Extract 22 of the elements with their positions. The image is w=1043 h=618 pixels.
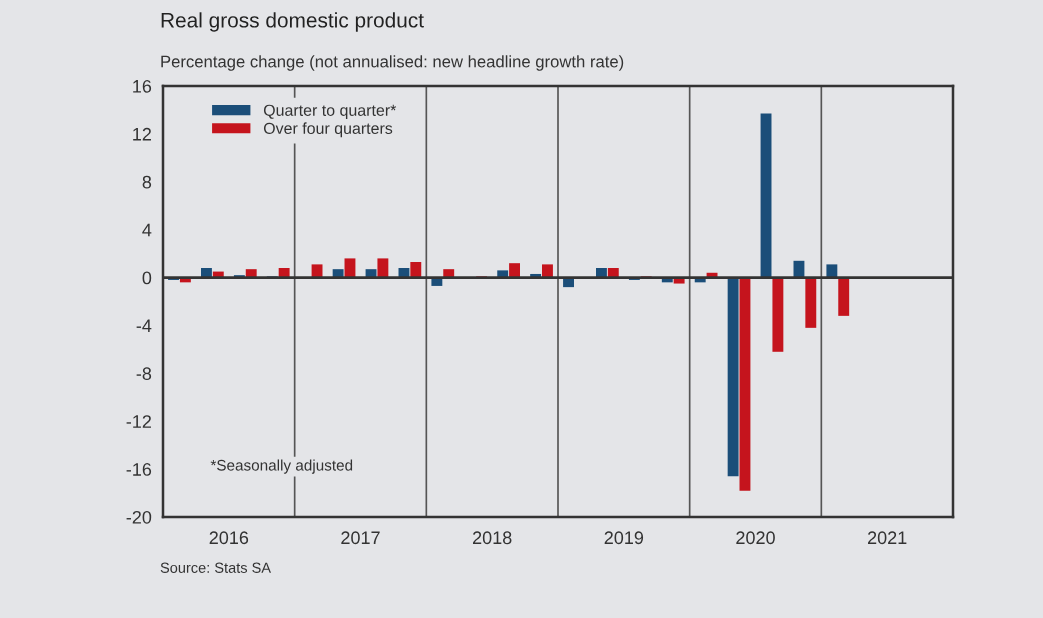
y-tick-label: -12 [126, 415, 151, 428]
legend-label: Quarter to quarter* [263, 104, 397, 120]
annotation: *Seasonally adjusted [210, 459, 353, 474]
legend-label: Over four quarters [263, 122, 393, 138]
source-note: Source: Stats SA [160, 562, 272, 573]
y-tick-label: 16 [133, 79, 152, 93]
y-tick-label: 8 [142, 175, 152, 189]
y-tick-label: 4 [142, 223, 152, 237]
y-tick-label: 12 [133, 127, 151, 141]
y-tick-label: -4 [136, 319, 152, 332]
y-tick-label: 0 [142, 271, 152, 285]
y-tick-label: -20 [126, 510, 152, 524]
x-tick-label: 2016 [209, 531, 249, 545]
chart-title: Real gross domestic product [161, 12, 424, 32]
x-tick-label: 2020 [736, 531, 775, 545]
x-tick-label: 2017 [341, 531, 380, 545]
x-tick-label: 2021 [867, 531, 907, 545]
y-tick-label: -16 [126, 463, 152, 476]
x-tick-label: 2019 [604, 531, 644, 545]
y-tick-label: -8 [136, 367, 152, 381]
chart-subtitle: Percentage change (not annualised: new headline growth rate) [161, 55, 624, 71]
x-tick-label: 2018 [472, 531, 512, 545]
